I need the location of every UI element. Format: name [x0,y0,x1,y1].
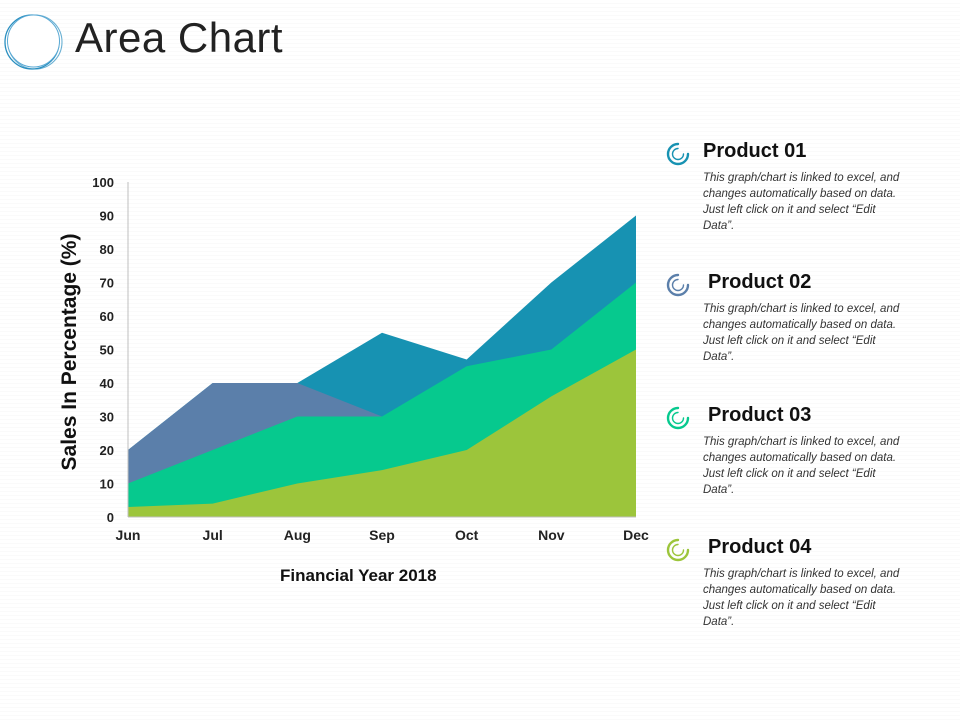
y-tick-label: 50 [100,343,114,358]
y-tick-label: 10 [100,477,114,492]
y-tick-label: 0 [107,510,114,525]
y-tick-label: 30 [100,410,114,425]
y-tick-label: 40 [100,376,114,391]
y-tick-label: 80 [100,242,114,257]
circle-arrow-icon [666,538,690,562]
x-axis-title: Financial Year 2018 [280,566,437,585]
circle-arrow-icon [666,142,690,166]
y-tick-label: 100 [92,175,114,190]
y-tick-label: 70 [100,276,114,291]
y-tick-label: 90 [100,209,114,224]
x-tick-label: Dec [623,527,649,543]
legend-name: Product 03 [708,404,812,426]
y-tick-label: 60 [100,309,114,324]
y-tick-label: 20 [100,443,114,458]
x-tick-label: Sep [369,527,395,543]
legend-description: This graph/chart is linked to excel, and… [703,172,900,232]
page-title: Area Chart [75,14,284,61]
circle-arrow-icon [666,273,690,297]
legend-description: This graph/chart is linked to excel, and… [703,568,900,628]
area-product-04 [128,349,636,517]
logo-icon [4,14,63,70]
legend-name: Product 01 [703,140,807,162]
y-axis-title: Sales In Percentage (%) [58,233,81,471]
x-tick-label: Oct [455,527,479,543]
x-tick-label: Nov [538,527,565,543]
x-tick-label: Aug [284,527,311,543]
legend-description: This graph/chart is linked to excel, and… [703,303,900,363]
circle-arrow-icon [666,406,690,430]
x-tick-label: Jul [203,527,223,543]
x-tick-label: Jun [116,527,141,543]
legend-name: Product 02 [708,271,812,293]
legend-description: This graph/chart is linked to excel, and… [703,436,900,496]
legend-name: Product 04 [708,536,812,558]
